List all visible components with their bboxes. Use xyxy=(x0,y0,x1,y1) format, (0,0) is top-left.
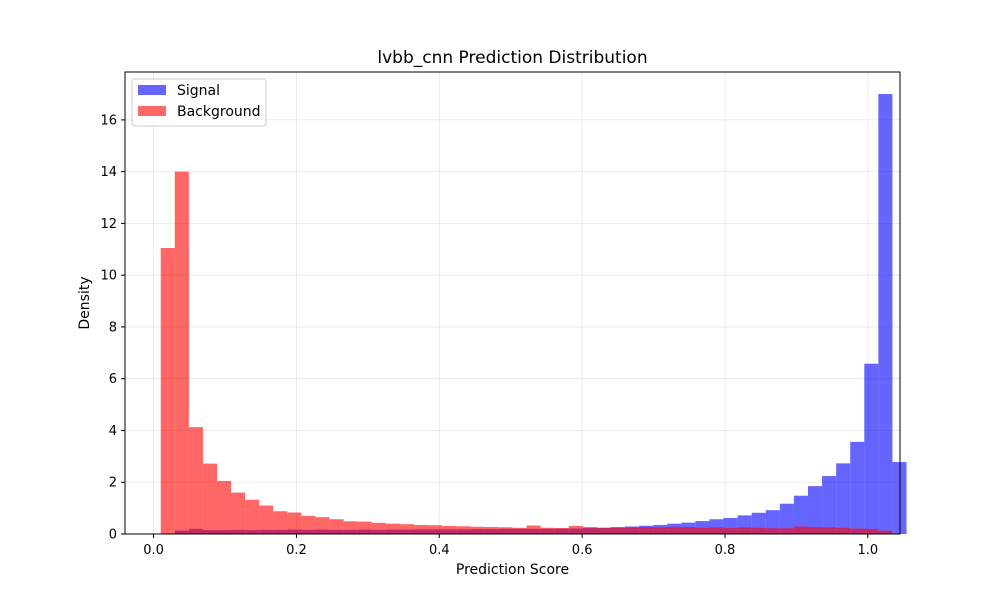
background-bar xyxy=(174,171,189,534)
background-bar xyxy=(217,480,232,534)
background-bar xyxy=(498,527,513,534)
signal-bar xyxy=(850,441,865,534)
background-bar xyxy=(540,527,555,534)
x-axis-label: Prediction Score xyxy=(456,562,569,578)
background-bar xyxy=(385,523,400,534)
y-tick-label: 14 xyxy=(100,165,117,180)
background-bar xyxy=(836,527,851,534)
background-bar xyxy=(259,505,274,534)
signal-bar xyxy=(822,476,837,534)
background-bar xyxy=(751,527,766,534)
y-tick-label: 8 xyxy=(109,320,117,335)
background-bar xyxy=(301,515,316,534)
x-tick-label: 0.4 xyxy=(429,543,450,558)
background-bar xyxy=(484,527,499,534)
x-tick-label: 1.0 xyxy=(858,543,879,558)
background-bar xyxy=(611,527,626,534)
background-bar xyxy=(850,528,865,534)
background-bar xyxy=(822,527,837,534)
background-bar xyxy=(653,527,668,534)
background-bar xyxy=(639,527,654,534)
plot-frame xyxy=(124,71,901,535)
background-bar xyxy=(188,427,203,534)
background-bar xyxy=(568,525,583,534)
background-bar xyxy=(357,521,372,534)
background-bar xyxy=(512,527,527,534)
signal-bar xyxy=(765,510,780,534)
signal-bar xyxy=(864,363,879,534)
chart-title: lvbb_cnn Prediction Distribution xyxy=(377,48,647,68)
signal-bar xyxy=(779,503,794,534)
y-tick-label: 6 xyxy=(109,372,117,387)
signal-bar xyxy=(878,94,893,534)
background-bar xyxy=(160,248,175,534)
background-bar xyxy=(765,528,780,534)
background-bar xyxy=(878,530,893,534)
background-bar xyxy=(343,521,358,534)
background-bar xyxy=(596,527,611,534)
background-bar xyxy=(808,527,823,534)
background-bar xyxy=(737,527,752,534)
background-bar xyxy=(723,528,738,534)
background-bar xyxy=(287,512,302,534)
axis-ticks: 0.0 0.2 0.4 0.6 0.8 1.0 0 2 4 6 8 10 12 14 16 xyxy=(100,113,878,558)
background-bar xyxy=(245,499,260,534)
signal-bar xyxy=(793,495,808,534)
y-tick-label: 4 xyxy=(109,424,117,439)
legend-swatch-background xyxy=(138,106,166,116)
x-tick-label: 0.0 xyxy=(143,543,164,558)
legend-swatch-signal xyxy=(138,85,166,95)
x-tick-label: 0.2 xyxy=(286,543,307,558)
background-bar xyxy=(428,525,443,534)
background-bar xyxy=(864,528,879,534)
signal-bar xyxy=(892,462,907,534)
background-bar xyxy=(456,526,471,534)
background-bar xyxy=(709,527,724,534)
bars-layer xyxy=(160,94,907,534)
legend: Signal Background xyxy=(131,78,267,127)
y-tick-label: 2 xyxy=(109,476,117,491)
background-bar xyxy=(442,525,457,534)
background-bar xyxy=(793,526,808,534)
y-tick-label: 10 xyxy=(100,269,117,284)
legend-label-background: Background xyxy=(177,104,261,120)
background-bar xyxy=(414,524,429,534)
background-bar xyxy=(470,526,485,534)
background-bar xyxy=(329,519,344,534)
x-tick-label: 0.6 xyxy=(572,543,593,558)
grid-lines xyxy=(125,72,900,535)
background-bar xyxy=(681,527,696,534)
background-bar xyxy=(526,525,541,534)
y-tick-label: 12 xyxy=(100,217,117,232)
signal-bar xyxy=(808,486,823,534)
x-tick-label: 0.8 xyxy=(715,543,736,558)
background-bar xyxy=(582,527,597,534)
background-bar xyxy=(779,528,794,534)
background-bar xyxy=(315,517,330,534)
background-bar xyxy=(554,528,569,534)
background-bar xyxy=(202,463,217,534)
background-bar xyxy=(625,527,640,534)
series-background xyxy=(160,171,893,534)
y-axis-label: Density xyxy=(77,276,93,329)
y-tick-label: 0 xyxy=(109,528,117,543)
y-tick-label: 16 xyxy=(100,113,117,128)
background-bar xyxy=(371,522,386,534)
legend-label-signal: Signal xyxy=(177,83,220,99)
signal-bar xyxy=(836,463,851,534)
background-bar xyxy=(667,526,682,534)
background-bar xyxy=(695,527,710,534)
background-bar xyxy=(231,492,246,534)
background-bar xyxy=(273,511,288,534)
background-bar xyxy=(399,524,414,534)
